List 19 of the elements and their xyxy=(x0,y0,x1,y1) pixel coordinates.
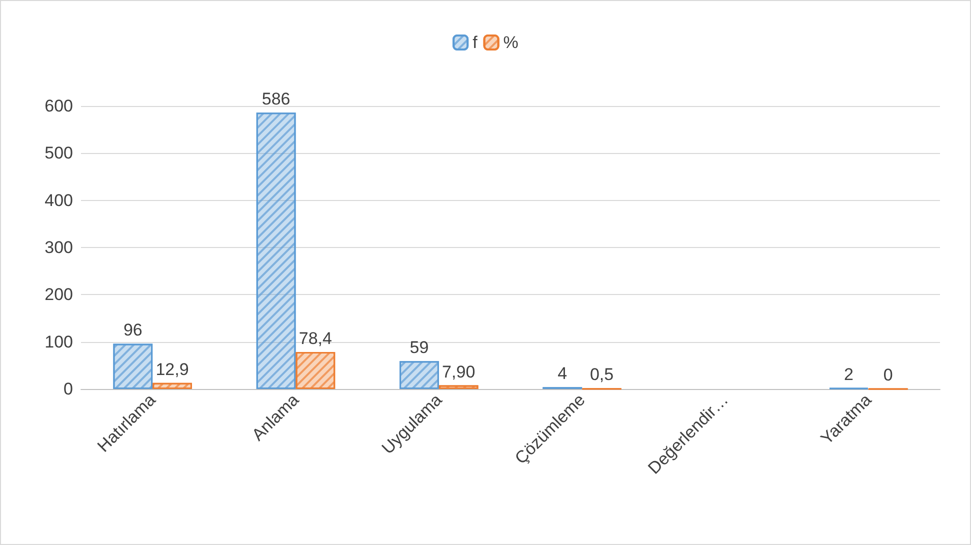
y-tick-label: 0 xyxy=(64,380,73,398)
y-tick-label: 200 xyxy=(44,285,73,304)
y-tick-label: 400 xyxy=(44,190,73,210)
y-tick-label: 300 xyxy=(44,238,73,257)
data-label: 96 xyxy=(123,320,142,340)
legend-label: f xyxy=(472,33,478,52)
data-label: 78,4 xyxy=(298,329,332,348)
y-tick-label: 500 xyxy=(44,144,73,163)
data-label: 0,5 xyxy=(590,365,614,384)
legend-label: % xyxy=(503,33,518,52)
y-tick-label: 600 xyxy=(44,96,73,116)
data-label: 586 xyxy=(262,90,290,109)
data-label: 12,9 xyxy=(156,360,189,379)
data-label: 2 xyxy=(844,364,854,384)
y-tick-label: 100 xyxy=(44,332,73,352)
data-label: 4 xyxy=(558,364,568,384)
data-label: 59 xyxy=(410,338,429,358)
data-label: 0 xyxy=(883,365,893,384)
data-label: 7,90 xyxy=(442,362,476,382)
